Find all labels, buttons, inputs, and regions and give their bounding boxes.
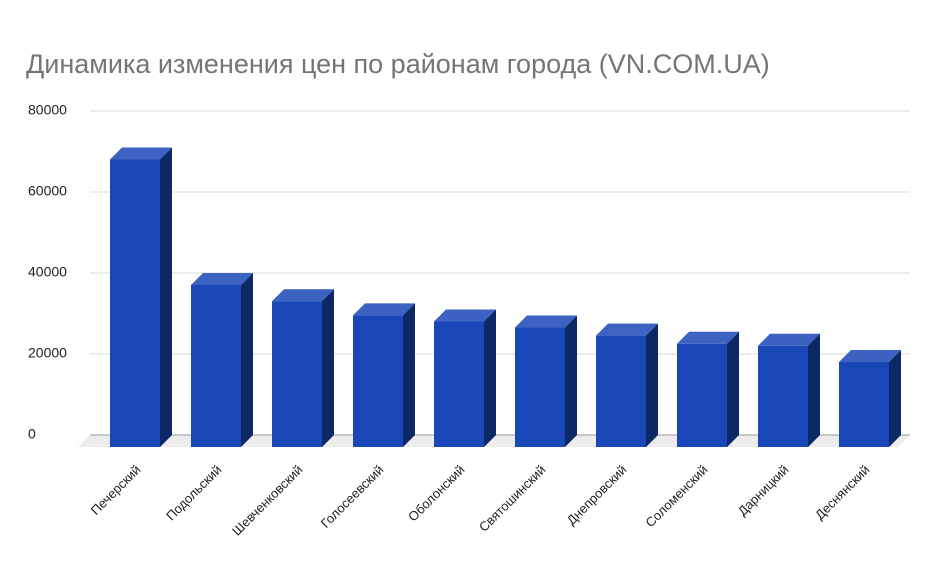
bar-side-shade xyxy=(484,309,496,447)
bar-side-shade xyxy=(160,147,172,447)
bar xyxy=(191,273,253,447)
chart-title: Динамика изменения цен по районам города… xyxy=(26,49,770,79)
y-tick-label: 0 xyxy=(28,426,36,442)
bar-front xyxy=(434,321,484,447)
bar xyxy=(110,147,172,447)
bar-side xyxy=(727,331,739,447)
bar-top xyxy=(515,315,577,328)
bar-top-shade xyxy=(758,333,820,346)
bar-top-shade xyxy=(272,289,334,302)
bar xyxy=(596,323,658,447)
bar xyxy=(839,349,901,447)
bar xyxy=(758,333,820,447)
bar-top-shade xyxy=(515,315,577,328)
bar-top xyxy=(353,303,415,316)
bar-side xyxy=(484,309,496,447)
x-tick-label: Днепровский xyxy=(564,462,630,528)
bar-top-shade xyxy=(677,331,739,344)
bar-front xyxy=(596,335,646,447)
x-tick-label: Дарницкий xyxy=(735,462,792,519)
bar-top xyxy=(596,323,658,336)
bar-side-shade xyxy=(565,315,577,447)
x-tick-label: Соломенский xyxy=(642,462,710,530)
bar xyxy=(272,289,334,447)
x-tick-label: Печерский xyxy=(88,462,144,518)
bar-side-shade xyxy=(241,273,253,447)
bar-side xyxy=(241,273,253,447)
bar-front xyxy=(758,345,808,447)
bar-side-shade xyxy=(889,349,901,447)
bar-top xyxy=(758,333,820,346)
bar-side-shade xyxy=(646,323,658,447)
bar-front xyxy=(515,327,565,447)
bar-top xyxy=(434,309,496,322)
bar xyxy=(353,303,415,447)
bar-side xyxy=(160,147,172,447)
bar-side-shade xyxy=(403,303,415,447)
bar-side xyxy=(565,315,577,447)
bar-front xyxy=(677,343,727,447)
x-tick-label: Оболонский xyxy=(405,462,467,524)
bar-top-shade xyxy=(353,303,415,316)
x-tick-label: Голосеевский xyxy=(318,462,387,531)
bar-top xyxy=(191,273,253,285)
bar-top-shade xyxy=(596,323,658,336)
bar-side xyxy=(646,323,658,447)
bar-front xyxy=(272,301,322,447)
bar-side-shade xyxy=(322,289,334,447)
x-tick-label: Деснянский xyxy=(812,462,873,523)
bar-side xyxy=(403,303,415,447)
bar-top-shade xyxy=(110,147,172,160)
bar-top xyxy=(677,331,739,344)
bar xyxy=(434,309,496,447)
bar-front xyxy=(110,159,160,447)
bar-top xyxy=(839,349,901,362)
y-tick-label: 80000 xyxy=(28,102,67,118)
bar-top-shade xyxy=(191,273,253,285)
bar-side xyxy=(322,289,334,447)
bar-side xyxy=(808,333,820,447)
y-tick-label: 60000 xyxy=(28,183,67,199)
bar-front xyxy=(353,315,403,447)
x-tick-label: Шевченковский xyxy=(229,462,306,539)
bar-side-shade xyxy=(808,333,820,447)
bar-top xyxy=(272,289,334,302)
bar xyxy=(677,331,739,447)
bar-top xyxy=(110,147,172,160)
bar xyxy=(515,315,577,447)
bar-side-shade xyxy=(727,331,739,447)
x-tick-label: Подольский xyxy=(163,462,224,523)
y-tick-label: 20000 xyxy=(28,345,67,361)
bar-front xyxy=(191,285,241,447)
bar-top-shade xyxy=(839,349,901,362)
x-tick-label: Святошинский xyxy=(476,462,549,535)
bar-side xyxy=(889,349,901,447)
y-tick-label: 40000 xyxy=(28,264,67,280)
bar-top-shade xyxy=(434,309,496,322)
bar-front xyxy=(839,361,889,447)
